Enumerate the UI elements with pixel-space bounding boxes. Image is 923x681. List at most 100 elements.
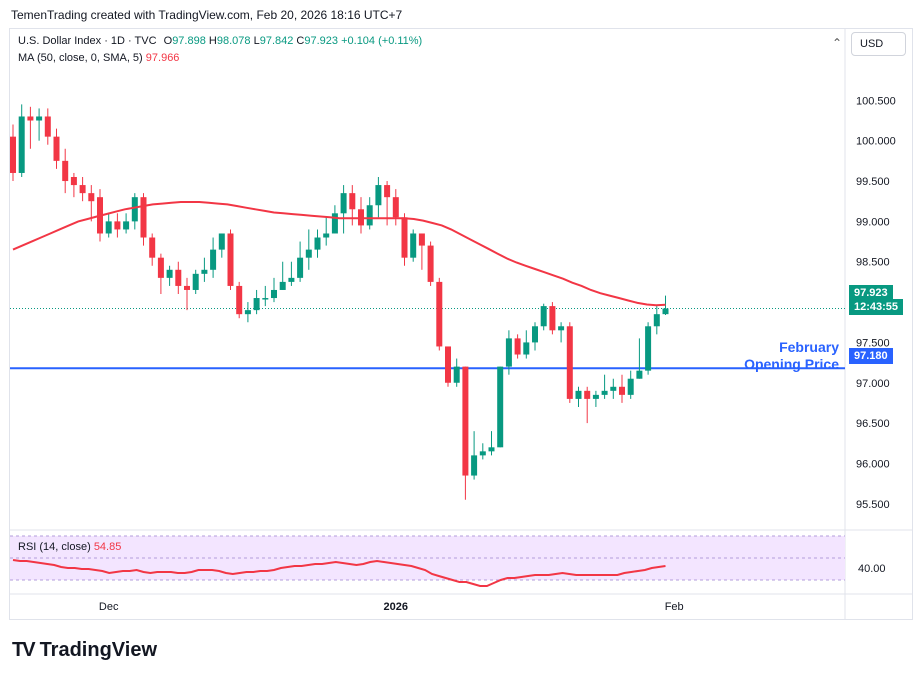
candle-body xyxy=(392,197,399,218)
rsi-line xyxy=(12,559,666,587)
candle-body xyxy=(645,326,652,371)
candle-body xyxy=(149,237,156,258)
candle-body xyxy=(53,136,60,161)
y-tick-label: 96.500 xyxy=(856,418,890,430)
brand-name: TradingView xyxy=(39,639,158,661)
candle-body xyxy=(445,346,451,383)
candle-body xyxy=(123,221,130,230)
candle-body xyxy=(540,306,547,327)
candle-body xyxy=(401,217,408,258)
x-tick-label: Feb xyxy=(665,601,684,613)
y-tick-label: 100.500 xyxy=(856,95,896,107)
candle-body xyxy=(210,249,217,270)
ma-value: 97.966 xyxy=(145,52,180,64)
candle-body xyxy=(523,342,530,355)
candle-body xyxy=(227,233,234,286)
candle-body xyxy=(253,298,260,311)
candle-body xyxy=(279,281,286,290)
candle-body xyxy=(331,213,338,234)
candle-body xyxy=(10,136,16,173)
candle-body xyxy=(436,281,443,347)
candle-body xyxy=(592,394,599,399)
candle-body xyxy=(44,116,51,137)
candle-body xyxy=(479,451,486,456)
candle-body xyxy=(18,116,25,173)
candle-body xyxy=(271,289,277,299)
candle-body xyxy=(262,298,269,300)
y-tick-label: 99.000 xyxy=(856,216,890,228)
rsi-tick-label: 40.00 xyxy=(858,563,886,575)
level-price-tag: 97.180 xyxy=(849,348,893,364)
candle-body xyxy=(236,285,243,315)
y-tick-label: 98.500 xyxy=(856,257,890,269)
candle-body xyxy=(418,233,425,246)
last-price-tag: 97.923 xyxy=(849,285,893,301)
candle-body xyxy=(140,197,147,238)
rsi-label: RSI (14, close) xyxy=(18,541,91,553)
symbol-label: U.S. Dollar Index · 1D · TVC xyxy=(18,35,157,47)
candle-body xyxy=(584,390,591,399)
candle-body xyxy=(340,193,347,214)
candle-body xyxy=(427,245,434,282)
candle-body xyxy=(88,193,95,202)
low-value: 97.842 xyxy=(259,35,294,47)
candle-body xyxy=(157,257,164,278)
rsi-legend[interactable]: RSI (14, close) 54.85 xyxy=(18,541,121,553)
candle-body xyxy=(566,326,573,399)
candle-body xyxy=(166,269,173,278)
high-label: H xyxy=(208,35,217,47)
candle-body xyxy=(549,306,556,331)
candle-body xyxy=(636,370,643,379)
candle-body xyxy=(453,366,460,383)
candle-body xyxy=(410,233,417,258)
ma-legend[interactable]: MA (50, close, 0, SMA, 5) 97.966 xyxy=(18,52,179,64)
candle-body xyxy=(305,249,312,258)
currency-button[interactable]: USD xyxy=(851,32,906,56)
x-tick-label: 2026 xyxy=(384,601,408,613)
candle-body xyxy=(653,314,660,327)
candle-body xyxy=(36,116,43,121)
x-tick-label: Dec xyxy=(99,601,119,613)
candle-body xyxy=(201,269,208,274)
candle-body xyxy=(471,455,478,476)
chevron-up-icon[interactable]: ⌃ xyxy=(832,36,843,50)
candle-body xyxy=(384,185,391,198)
candle-body xyxy=(532,326,538,343)
candle-body xyxy=(131,197,138,222)
chart-frame xyxy=(9,28,913,620)
candle-body xyxy=(627,378,634,395)
change-value: +0.104 (+0.11%) xyxy=(341,35,423,47)
candle-body xyxy=(114,221,121,230)
countdown-tag: 12:43:55 xyxy=(849,299,904,315)
candle-body xyxy=(297,257,304,278)
candle-body xyxy=(79,185,86,194)
tv-logo-icon: TV xyxy=(12,639,36,661)
annotation-line1: February xyxy=(779,339,839,355)
candle-body xyxy=(184,285,190,290)
candle-body xyxy=(314,237,321,250)
candle-body xyxy=(175,269,182,286)
candle-body xyxy=(558,326,565,331)
candle-body xyxy=(488,447,495,452)
candle-body xyxy=(105,221,112,234)
candle-body xyxy=(218,233,225,250)
symbol-legend: U.S. Dollar Index · 1D · TVC O97.898 H98… xyxy=(18,35,422,47)
candle-body xyxy=(662,308,669,315)
y-tick-label: 95.500 xyxy=(856,499,890,511)
ma-line xyxy=(12,201,666,307)
y-tick-label: 96.000 xyxy=(856,458,890,470)
y-tick-label: 100.000 xyxy=(856,136,896,148)
low-label: L xyxy=(253,35,260,47)
close-label: C xyxy=(296,35,305,47)
candle-body xyxy=(366,205,373,226)
attribution-text: TemenTrading created with TradingView.co… xyxy=(11,8,403,22)
high-value: 98.078 xyxy=(216,35,251,47)
ma-label: MA (50, close, 0, SMA, 5) xyxy=(18,52,143,64)
candle-body xyxy=(575,390,582,399)
open-label: O xyxy=(163,35,173,47)
tradingview-logo[interactable]: TV TradingView xyxy=(12,639,157,662)
y-tick-label: 97.000 xyxy=(856,378,890,390)
candle-body xyxy=(619,386,625,395)
candle-body xyxy=(70,177,77,186)
